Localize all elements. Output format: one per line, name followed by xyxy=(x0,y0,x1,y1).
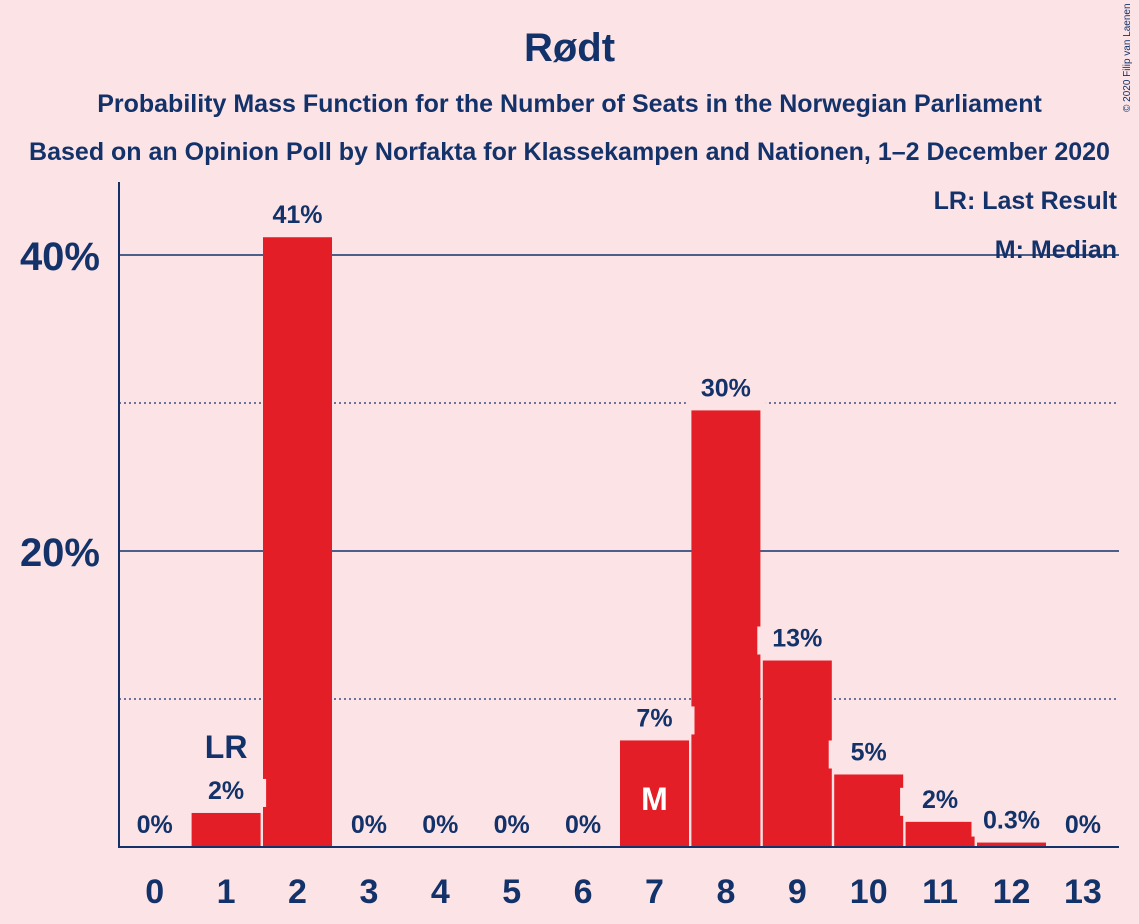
bar-7 xyxy=(620,740,689,847)
x-tick-label: 8 xyxy=(716,873,735,911)
value-label-background xyxy=(900,787,981,816)
median-marker: M xyxy=(641,781,668,817)
value-label: 0% xyxy=(137,811,173,839)
value-label-background xyxy=(128,809,181,837)
value-label: 13% xyxy=(772,625,822,653)
value-label-background xyxy=(828,740,909,769)
bar-8 xyxy=(691,410,761,847)
chart-title: Rødt xyxy=(523,26,616,70)
value-label: 0% xyxy=(1065,811,1101,839)
value-label: 41% xyxy=(272,201,322,229)
bar-11 xyxy=(905,821,975,847)
x-tick-label: 12 xyxy=(993,873,1031,911)
value-label-background xyxy=(342,809,395,837)
x-tick-label: 7 xyxy=(645,873,664,911)
bar-1 xyxy=(191,812,261,847)
value-label-background xyxy=(557,809,610,837)
x-tick-label: 10 xyxy=(850,873,888,911)
bar-12 xyxy=(977,842,1046,847)
x-tick-label: 5 xyxy=(502,873,521,911)
value-label-background xyxy=(257,203,338,232)
value-label-background xyxy=(971,808,1052,837)
value-label: 5% xyxy=(851,738,887,766)
x-tick-label: 4 xyxy=(431,873,450,911)
y-tick-label: 20% xyxy=(20,531,100,575)
value-label-background xyxy=(1056,809,1109,837)
value-label: 0% xyxy=(565,811,601,839)
x-tick-label: 11 xyxy=(922,873,958,911)
x-tick-label: 9 xyxy=(788,873,807,911)
bar-10 xyxy=(834,774,904,847)
value-label: 2% xyxy=(208,777,244,805)
bars xyxy=(191,237,1046,848)
gridlines: 20% 40% xyxy=(20,235,1119,700)
value-label-background xyxy=(757,626,838,655)
x-tick-label: 6 xyxy=(574,873,593,911)
x-tick-label: 0 xyxy=(145,873,164,911)
value-label-background xyxy=(414,809,467,837)
value-label: 0% xyxy=(351,811,387,839)
y-tick-label: 40% xyxy=(20,235,100,279)
value-label: 7% xyxy=(636,704,672,732)
bar-2 xyxy=(263,237,332,848)
value-labels: 0%02%1LR41%20%30%40%50%67%7M30%813%95%10… xyxy=(128,201,1109,911)
legend-median: M: Median xyxy=(995,236,1117,264)
value-label-background xyxy=(485,809,538,837)
value-label: 0.3% xyxy=(983,807,1040,835)
x-tick-label: 2 xyxy=(288,873,307,911)
x-tick-label: 3 xyxy=(359,873,378,911)
bar-9 xyxy=(762,660,832,847)
value-label: 30% xyxy=(701,374,751,402)
value-label-background xyxy=(614,706,695,735)
value-label-background xyxy=(685,376,766,405)
legend-last-result: LR: Last Result xyxy=(934,187,1118,215)
axes xyxy=(118,182,1119,848)
value-label: 0% xyxy=(494,811,530,839)
value-label: 2% xyxy=(922,786,958,814)
last-result-marker: LR xyxy=(205,729,248,765)
value-label: 0% xyxy=(422,811,458,839)
value-label-background xyxy=(186,778,267,807)
x-tick-label: 1 xyxy=(217,873,236,911)
chart-subtitle: Probability Mass Function for the Number… xyxy=(97,90,1042,118)
x-tick-label: 13 xyxy=(1064,873,1102,911)
chart-source-subtitle: Based on an Opinion Poll by Norfakta for… xyxy=(29,138,1110,166)
